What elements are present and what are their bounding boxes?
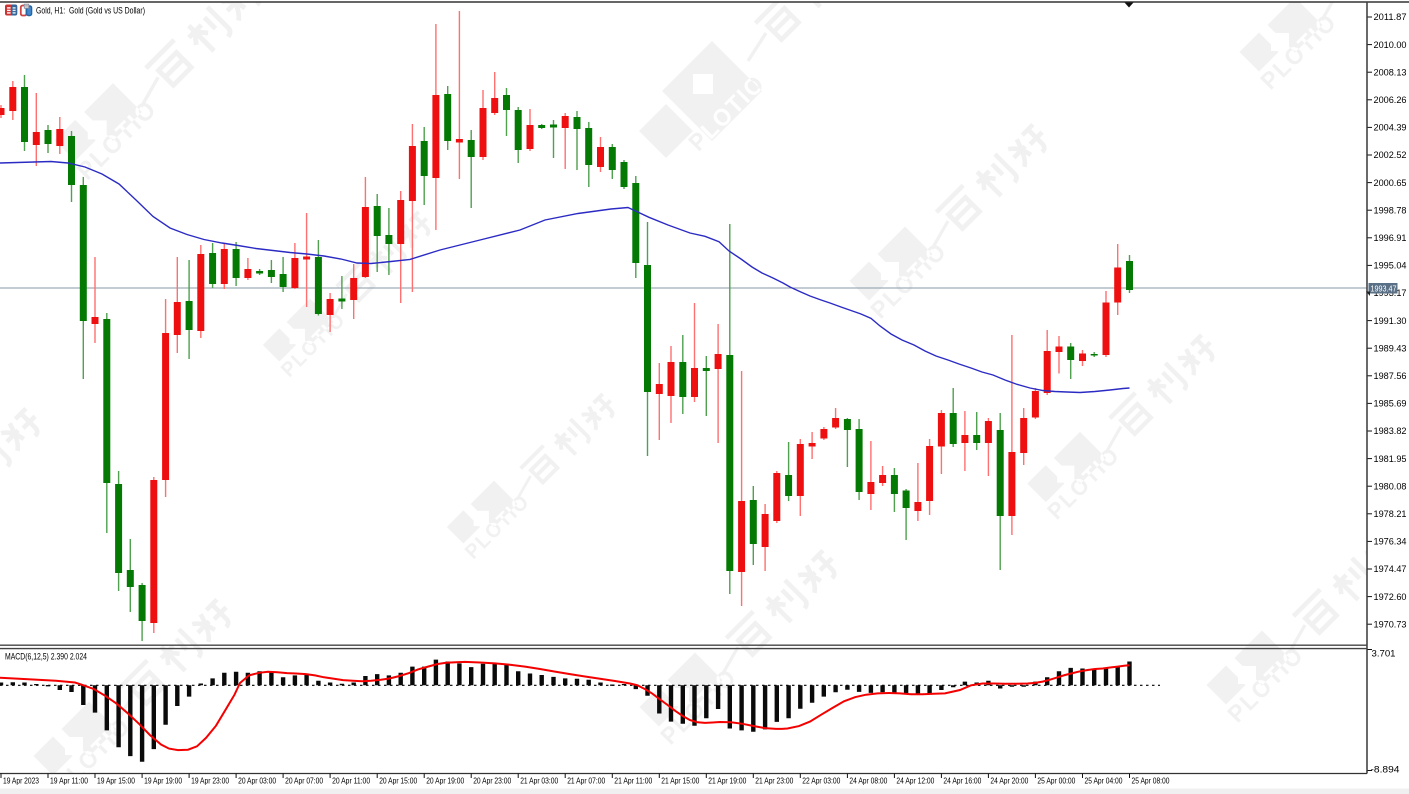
svg-text:20 Apr 15:00: 20 Apr 15:00 xyxy=(379,776,417,786)
svg-text:1991.30: 1991.30 xyxy=(1374,316,1407,326)
svg-text:2011.87: 2011.87 xyxy=(1374,12,1407,22)
svg-text:20 Apr 11:00: 20 Apr 11:00 xyxy=(332,776,370,786)
svg-text:19 Apr 11:00: 19 Apr 11:00 xyxy=(50,776,88,786)
svg-text:1993.47: 1993.47 xyxy=(1371,283,1397,293)
svg-text:1996.91: 1996.91 xyxy=(1374,233,1407,243)
svg-text:19 Apr 15:00: 19 Apr 15:00 xyxy=(97,776,135,786)
svg-text:1995.04: 1995.04 xyxy=(1374,261,1407,271)
svg-text:1985.69: 1985.69 xyxy=(1374,399,1407,409)
svg-text:MACD(6,12,5) 2.390 2.024: MACD(6,12,5) 2.390 2.024 xyxy=(5,652,87,662)
svg-text:21 Apr 07:00: 21 Apr 07:00 xyxy=(567,776,605,786)
svg-text:1998.78: 1998.78 xyxy=(1374,205,1407,215)
svg-text:3.701: 3.701 xyxy=(1372,649,1396,659)
svg-text:24 Apr 12:00: 24 Apr 12:00 xyxy=(896,776,934,786)
svg-text:1970.73: 1970.73 xyxy=(1374,619,1407,629)
svg-text:1976.34: 1976.34 xyxy=(1374,537,1407,547)
svg-text:2006.26: 2006.26 xyxy=(1374,95,1407,105)
svg-text:1981.95: 1981.95 xyxy=(1374,454,1407,464)
svg-text:19 Apr 2023: 19 Apr 2023 xyxy=(3,776,39,786)
svg-text:22 Apr 03:00: 22 Apr 03:00 xyxy=(802,776,840,786)
svg-text:25 Apr 04:00: 25 Apr 04:00 xyxy=(1085,776,1123,786)
svg-text:2002.52: 2002.52 xyxy=(1374,150,1407,160)
svg-text:2004.39: 2004.39 xyxy=(1374,123,1407,133)
svg-text:1987.56: 1987.56 xyxy=(1374,371,1407,381)
svg-text:1983.82: 1983.82 xyxy=(1374,426,1407,436)
svg-text:1989.43: 1989.43 xyxy=(1374,343,1407,353)
svg-text:1974.47: 1974.47 xyxy=(1374,564,1407,574)
svg-text:21 Apr 03:00: 21 Apr 03:00 xyxy=(520,776,558,786)
svg-text:21 Apr 23:00: 21 Apr 23:00 xyxy=(755,776,793,786)
svg-text:20 Apr 07:00: 20 Apr 07:00 xyxy=(285,776,323,786)
svg-text:20 Apr 23:00: 20 Apr 23:00 xyxy=(473,776,511,786)
svg-text:1978.21: 1978.21 xyxy=(1374,509,1407,519)
svg-text:25 Apr 00:00: 25 Apr 00:00 xyxy=(1037,776,1075,786)
svg-text:1980.08: 1980.08 xyxy=(1374,481,1407,491)
svg-text:24 Apr 08:00: 24 Apr 08:00 xyxy=(849,776,887,786)
svg-text:19 Apr 23:00: 19 Apr 23:00 xyxy=(191,776,229,786)
svg-text:20 Apr 19:00: 20 Apr 19:00 xyxy=(426,776,464,786)
svg-text:Gold, H1: Gold (Gold vs US Do: Gold, H1: Gold (Gold vs US Dollar) xyxy=(36,6,145,16)
svg-text:2000.65: 2000.65 xyxy=(1374,178,1407,188)
svg-text:24 Apr 20:00: 24 Apr 20:00 xyxy=(990,776,1028,786)
svg-text:-8.894: -8.894 xyxy=(1371,765,1400,775)
svg-text:19 Apr 19:00: 19 Apr 19:00 xyxy=(144,776,182,786)
svg-text:1972.60: 1972.60 xyxy=(1374,592,1407,602)
svg-text:25 Apr 08:00: 25 Apr 08:00 xyxy=(1132,776,1170,786)
svg-text:2008.13: 2008.13 xyxy=(1374,67,1407,77)
svg-text:21 Apr 11:00: 21 Apr 11:00 xyxy=(614,776,652,786)
svg-text:21 Apr 15:00: 21 Apr 15:00 xyxy=(661,776,699,786)
svg-text:2010.00: 2010.00 xyxy=(1374,40,1407,50)
svg-text:20 Apr 03:00: 20 Apr 03:00 xyxy=(238,776,276,786)
svg-text:24 Apr 16:00: 24 Apr 16:00 xyxy=(943,776,981,786)
svg-text:21 Apr 19:00: 21 Apr 19:00 xyxy=(708,776,746,786)
